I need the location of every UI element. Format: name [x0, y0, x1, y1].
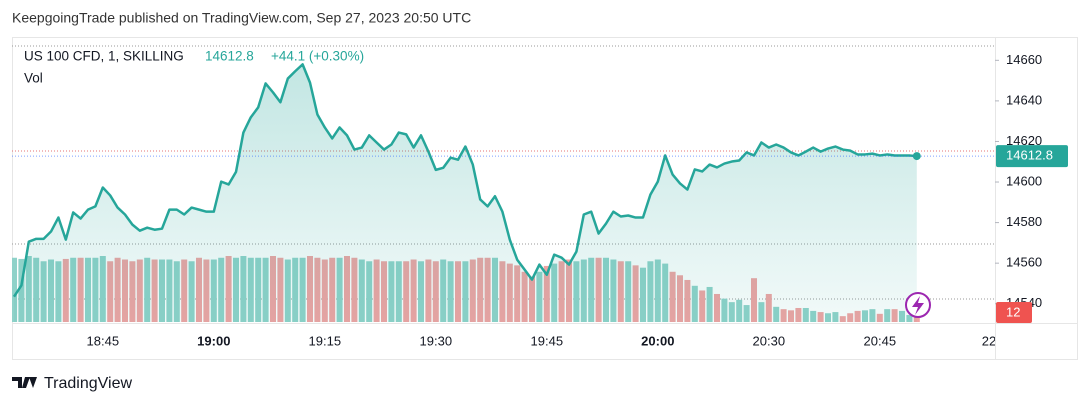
volume-title: Vol [24, 71, 43, 86]
price-layer [12, 63, 995, 322]
y-tick-label: 14660 [1006, 52, 1042, 67]
x-tick-label: 19:15 [309, 333, 342, 348]
header-change: +44.1 (+0.30%) [271, 49, 364, 64]
y-tick-label: 14600 [1006, 173, 1042, 188]
brand-name: TradingView [44, 375, 132, 392]
y-tick-label: 14580 [1006, 214, 1042, 229]
price-line [12, 63, 917, 298]
volume-tag [996, 302, 1032, 323]
area-fill [14, 64, 917, 322]
y-tick-label: 14620 [1006, 133, 1042, 148]
x-tick-label: 18:45 [87, 333, 120, 348]
y-tick-label: 14560 [1006, 255, 1042, 270]
x-tick-label: 20:30 [753, 333, 786, 348]
y-tick-label: 14640 [1006, 92, 1042, 107]
x-tick-label: 19:30 [420, 333, 453, 348]
volume-tag-label: 12 [1006, 304, 1020, 319]
x-tick-label: 19:00 [197, 333, 230, 348]
price-tag [996, 145, 1068, 168]
x-tick-label: 19:45 [531, 333, 564, 348]
price-tag-label: 14612.8 [1006, 148, 1053, 163]
axes: 1454014560145801460014620146401466014612… [995, 52, 1068, 323]
chart-frame [12, 37, 1078, 360]
publisher-note: KeepgoingTrade published on TradingView.… [12, 10, 471, 26]
last-point [912, 152, 921, 161]
header-price: 14612.8 [205, 49, 254, 64]
chart-title: US 100 CFD, 1, SKILLING [24, 49, 184, 64]
x-tick-label: 20:45 [864, 333, 897, 348]
lightning-icon [905, 292, 931, 318]
x-tick-label: 20:00 [641, 333, 674, 348]
time-axis: 18:45 19:00 19:15 19:30 19:45 20:00 20:30 20:45… [87, 333, 1000, 348]
volume-bar [12, 257, 17, 322]
x-tick-label: 22: [982, 333, 1000, 348]
brand-logo [12, 377, 37, 388]
